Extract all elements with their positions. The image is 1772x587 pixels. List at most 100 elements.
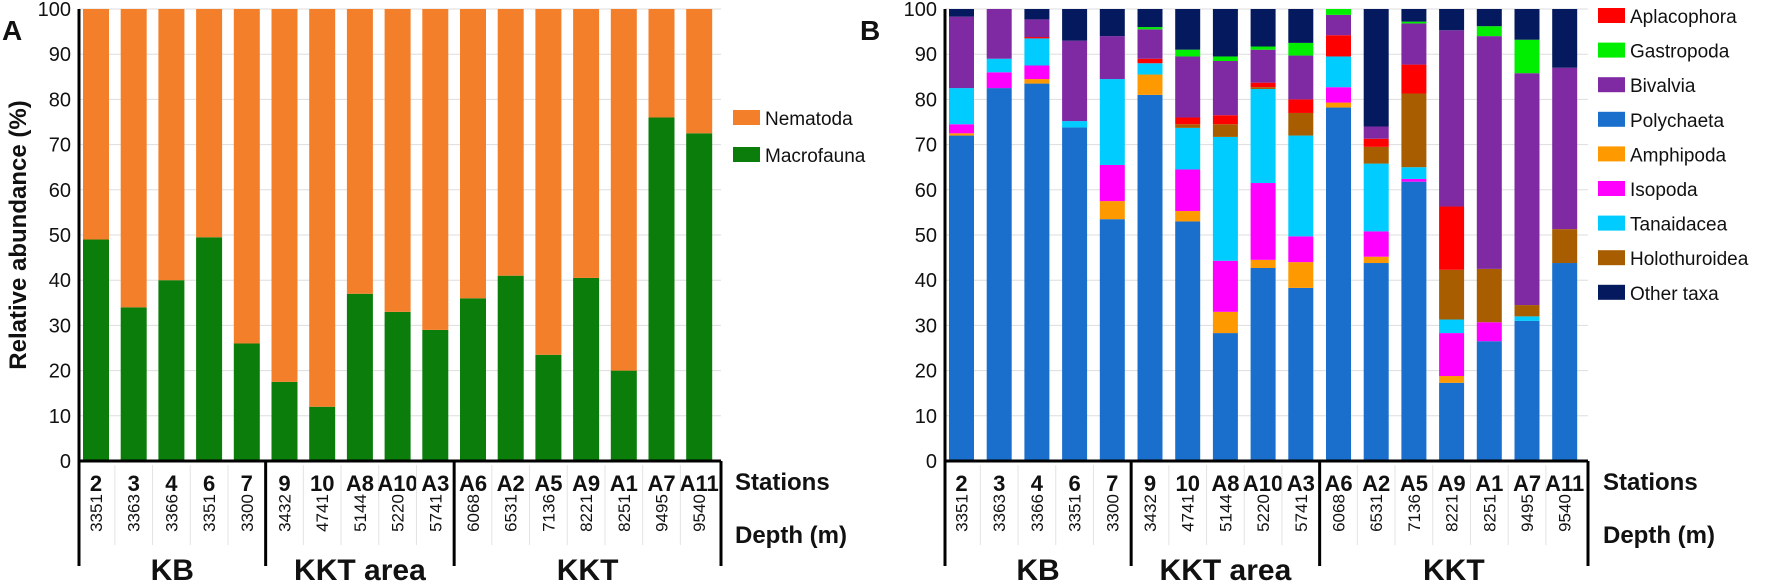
bar-segment-nematoda [610, 9, 637, 371]
depth-label: 3300 [1103, 494, 1122, 532]
depth-row-label: Depth (m) [1603, 522, 1715, 549]
station-label: A8 [346, 471, 374, 496]
station-label: A9 [572, 471, 600, 496]
depth-label: 5144 [351, 494, 370, 532]
legend-swatch [1598, 215, 1625, 231]
bar-segment-other-taxa [1476, 9, 1502, 27]
y-tick-label: 0 [60, 451, 71, 473]
bar-segment-gastropoda [1514, 39, 1540, 74]
depth-label: 3366 [1028, 494, 1047, 532]
bar-segment-polychaeta [1326, 107, 1351, 461]
bar-segment-bivalvia [1212, 60, 1238, 116]
group-label: KB [1016, 554, 1059, 582]
bar-segment-polychaeta [1212, 333, 1238, 461]
y-tick-label: 100 [38, 0, 71, 21]
depth-row-label: Depth (m) [735, 522, 847, 549]
bar-segment-amphipoda [1137, 74, 1163, 95]
bar-segment-polychaeta [1250, 267, 1276, 461]
bar-segment-other-taxa [1439, 9, 1465, 31]
bar-segment-macrofauna [648, 117, 675, 461]
depth-label: 3351 [953, 494, 972, 532]
bar-segment-amphipoda [1363, 256, 1389, 264]
y-tick-label: 100 [904, 0, 937, 21]
station-label: 3 [128, 471, 140, 496]
depth-label: 3351 [87, 494, 106, 532]
depth-label: 3432 [1141, 494, 1160, 532]
station-label: A10 [377, 471, 417, 496]
legend-item: Tanaidacea [1598, 215, 1728, 236]
y-axis-label: Relative abundance (%) [5, 100, 32, 369]
bar-segment-other-taxa [1137, 9, 1163, 28]
bar-segment-bivalvia [1099, 36, 1125, 80]
bar-segment-tanaidacea [1288, 135, 1314, 237]
bar-segment-amphipoda [1212, 311, 1238, 334]
bar-segment-other-taxa [1062, 9, 1088, 41]
legend-item: Gastropoda [1598, 42, 1730, 63]
legend-item: Bivalvia [1598, 76, 1696, 97]
depth-label: 3351 [200, 494, 219, 532]
depth-label: 8221 [1443, 494, 1462, 532]
station-label: 9 [1144, 471, 1156, 496]
depth-label: 5741 [1292, 494, 1311, 532]
station-label: A6 [1324, 471, 1352, 496]
legend-swatch [733, 147, 760, 162]
station-label: A3 [1287, 471, 1315, 496]
bar-segment-polychaeta [1476, 341, 1502, 461]
station-label: A8 [1211, 471, 1239, 496]
bar-segment-tanaidacea [1062, 121, 1088, 128]
panel-label: B [860, 15, 880, 46]
station-label: A11 [680, 471, 719, 496]
bar-segment-other-taxa [1175, 9, 1201, 50]
bar-segment-bivalvia [1288, 55, 1314, 100]
bar-segment-bivalvia [1552, 67, 1578, 230]
bar-segment-polychaeta [1288, 287, 1314, 461]
bar-segment-gastropoda [1250, 46, 1276, 50]
bar-segment-macrofauna [158, 280, 185, 461]
bar-segment-tanaidacea [1024, 38, 1050, 66]
legend-label: Tanaidacea [1630, 215, 1728, 236]
station-label: A5 [534, 471, 562, 496]
bar-segment-holothuroidea [1401, 93, 1427, 168]
bar-segment-holothuroidea [1476, 268, 1502, 323]
stations-row-label: Stations [735, 469, 830, 496]
depth-label: 5144 [1216, 494, 1235, 532]
bar-segment-aplacophora [1326, 35, 1351, 57]
legend-label: Amphipoda [1630, 145, 1727, 166]
bar-segment-nematoda [648, 9, 675, 118]
station-label: 3 [993, 471, 1005, 496]
depth-label: 6531 [502, 494, 521, 532]
bar-segment-tanaidacea [1363, 163, 1389, 232]
bar-segment-nematoda [196, 9, 223, 238]
bar-segment-nematoda [384, 9, 411, 312]
legend-item: Isopoda [1598, 180, 1698, 201]
bar-segment-amphipoda [1326, 102, 1351, 108]
bar-segment-nematoda [309, 9, 336, 407]
bar-segment-tanaidacea [1326, 56, 1351, 88]
bar-segment-aplacophora [1175, 117, 1201, 125]
bar-segment-nematoda [573, 9, 600, 278]
legend-swatch [1598, 250, 1625, 266]
station-label: A1 [1475, 471, 1503, 496]
bar-segment-macrofauna [535, 354, 562, 461]
group-label: KB [151, 554, 194, 582]
y-tick-label: 10 [49, 406, 71, 428]
legend-label: Isopoda [1630, 180, 1698, 201]
y-tick-label: 30 [49, 315, 71, 337]
y-tick-label: 20 [915, 361, 937, 383]
bar-segment-aplacophora [1439, 206, 1465, 270]
legend-label: Polychaeta [1630, 111, 1724, 132]
y-tick-label: 80 [915, 89, 937, 111]
depth-label: 3300 [238, 494, 257, 532]
bar-segment-holothuroidea [1175, 124, 1201, 128]
bar-segment-polychaeta [1137, 94, 1163, 461]
depth-label: 8221 [577, 494, 596, 532]
bar-segment-tanaidacea [1099, 79, 1125, 165]
bar-segment-isopoda [1401, 178, 1427, 182]
bar-segment-bivalvia [1514, 73, 1540, 306]
depth-label: 4741 [313, 494, 332, 532]
station-label: 2 [955, 471, 967, 496]
bar-segment-amphipoda [1439, 376, 1465, 383]
bar-segment-macrofauna [233, 343, 260, 461]
y-tick-label: 90 [49, 44, 71, 66]
